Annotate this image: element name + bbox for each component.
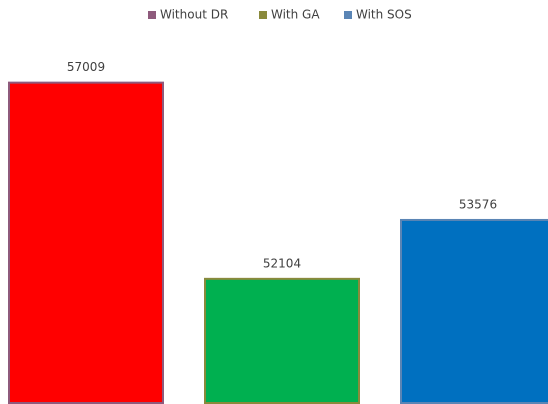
data-label: 57009 [67, 60, 105, 74]
data-label: 53576 [459, 197, 497, 211]
legend-label: With SOS [356, 8, 412, 22]
legend-marker [344, 11, 352, 19]
legend-label: Without DR [160, 8, 228, 22]
bar [400, 218, 548, 404]
legend-marker [148, 11, 156, 19]
legend-label: With GA [271, 8, 320, 22]
bar [8, 81, 164, 404]
bar [204, 277, 360, 404]
data-label: 52104 [263, 256, 301, 270]
legend-marker [259, 11, 267, 19]
